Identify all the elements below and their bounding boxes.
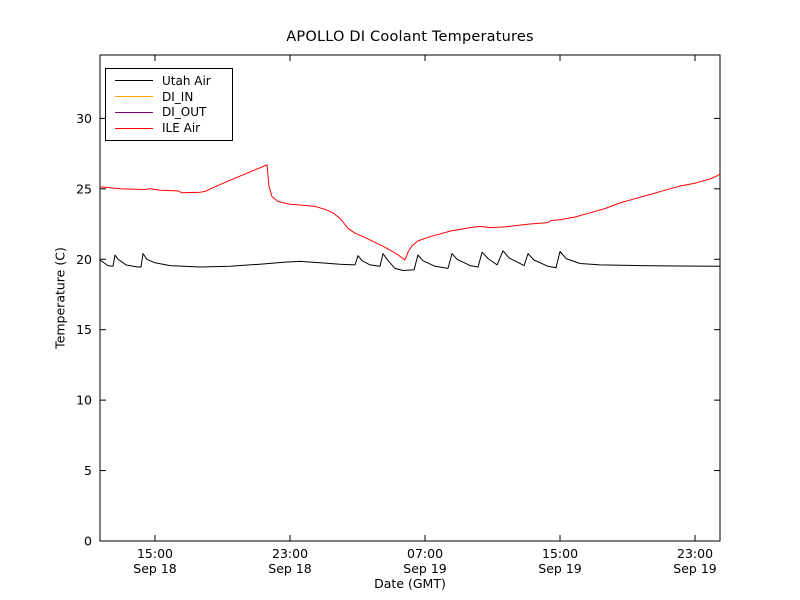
x-tick-label-date: Sep 19 — [403, 561, 446, 576]
x-tick-label-time: 07:00 — [407, 546, 443, 561]
y-tick-label: 15 — [76, 322, 92, 337]
y-tick-label: 10 — [76, 393, 92, 408]
x-tick-label-time: 23:00 — [272, 546, 308, 561]
legend-box: Utah Air DI_IN DI_OUT ILE Air — [105, 68, 233, 142]
legend-item-utah-air: Utah Air — [115, 73, 226, 89]
y-tick-label: 20 — [76, 252, 92, 267]
legend-line-sample — [115, 96, 153, 98]
legend-label: DI_IN — [162, 89, 194, 104]
y-tick-label: 5 — [84, 463, 92, 478]
x-tick-label-time: 15:00 — [137, 546, 173, 561]
chart-title: APOLLO DI Coolant Temperatures — [286, 29, 534, 45]
y-tick-label: 30 — [76, 111, 92, 126]
y-tick-label: 0 — [84, 534, 92, 549]
x-tick-label-date: Sep 18 — [268, 561, 311, 576]
legend-item-di-out: DI_OUT — [115, 105, 226, 121]
legend-line-sample — [115, 127, 153, 129]
series-line-ile-air — [99, 164, 721, 261]
legend-label: ILE Air — [162, 121, 201, 136]
y-tick-label: 25 — [76, 181, 92, 196]
plot-border — [99, 54, 721, 542]
legend-item-di-in: DI_IN — [115, 89, 226, 105]
x-tick-label-date: Sep 18 — [133, 561, 176, 576]
series-line-utah-air — [99, 250, 721, 271]
legend-item-ile-air: ILE Air — [115, 120, 226, 136]
legend-line-sample — [115, 111, 153, 113]
x-tick-label-date: Sep 19 — [673, 561, 716, 576]
x-axis-label: Date (GMT) — [374, 576, 446, 591]
legend-label: Utah Air — [162, 73, 211, 88]
legend-label: DI_OUT — [162, 105, 207, 120]
x-tick-label-date: Sep 19 — [538, 561, 581, 576]
legend-line-sample — [115, 80, 153, 82]
x-tick-label-time: 15:00 — [542, 546, 578, 561]
x-tick-label-time: 23:00 — [677, 546, 713, 561]
